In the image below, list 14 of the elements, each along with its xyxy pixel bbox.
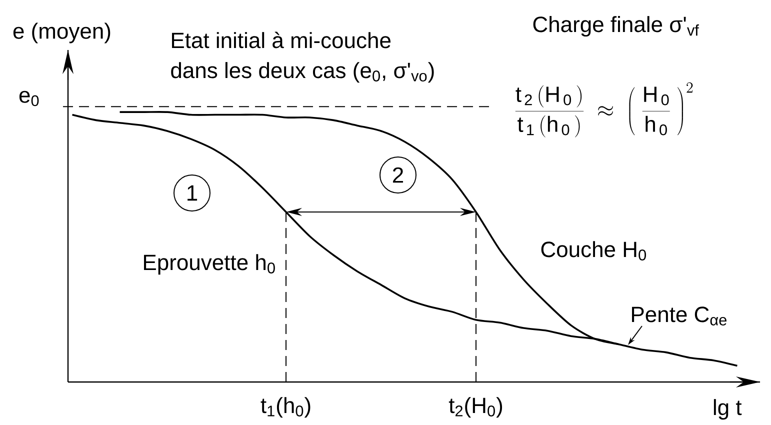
ref-line-label: e$_{0}$ — [19, 90, 39, 106]
annotation: 1 — [188, 185, 198, 201]
text: Charge finale σ'$_{vf}$ — [533, 16, 699, 37]
x-axis-title: lg t — [714, 399, 742, 420]
text: Etat initial à mi-couche — [172, 32, 391, 48]
series-label: Couche H$_{0}$ — [541, 241, 646, 260]
y-axis-title: e (moyen) — [13, 22, 110, 44]
text: dans les deux cas (e$_{0}$, σ'$_{vo}$) — [171, 62, 434, 83]
series-label: Eprouvette h$_{0}$ — [144, 254, 275, 275]
x-tick-label: t$_{1}$(h$_{0}$) — [260, 397, 310, 418]
x-tick-label: t$_{2}$(H$_{0}$) — [448, 397, 502, 418]
annotation: $\frac{\mathrm{t_{\,2}\,(H_{\,0}\,)}}{\mathrm{t_{\,1}\,(h_{\,0}\,)}}\;\approx\;\left(\;\frac{\mathrm{H_{\,0}}}{\mathrm{h_{\,0}}}\;\right)^{2}$ — [515, 82, 693, 138]
annotation: Pente C$_{αe}$ — [632, 306, 726, 326]
annotation: 2 — [392, 167, 404, 183]
